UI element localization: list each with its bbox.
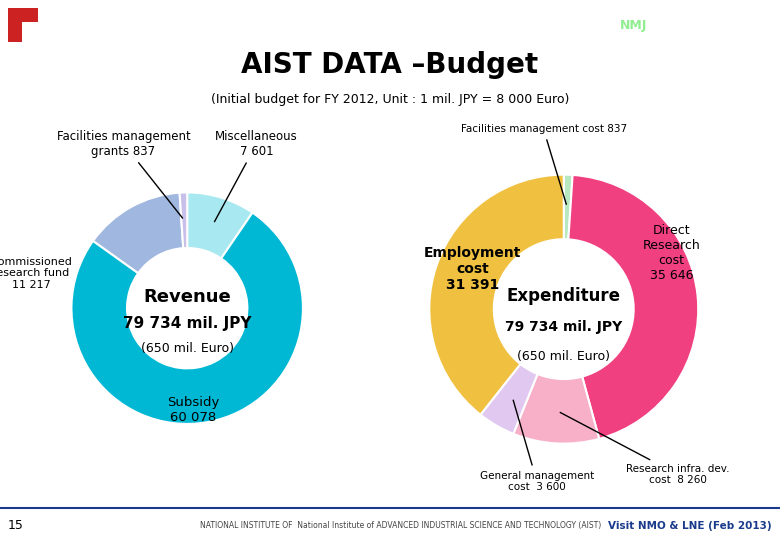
Text: Research infra. dev.
cost  8 260: Research infra. dev. cost 8 260 [560, 413, 730, 485]
Text: 15: 15 [8, 519, 24, 532]
Wedge shape [187, 192, 253, 259]
Text: Revenue: Revenue [144, 288, 231, 306]
Text: Facilities management
grants 837: Facilities management grants 837 [57, 130, 190, 218]
Text: NATIONAL INSTITUTE OF  National Institute of ADVANCED INDUSTRIAL SCIENCE AND TEC: NATIONAL INSTITUTE OF National Institute… [200, 522, 601, 530]
Wedge shape [72, 213, 303, 424]
Text: Facilities management cost 837: Facilities management cost 837 [460, 124, 626, 204]
Wedge shape [179, 192, 187, 248]
Wedge shape [569, 175, 698, 439]
Text: Commissioned
research fund
11 217: Commissioned research fund 11 217 [0, 257, 72, 290]
Text: Miscellaneous
7 601: Miscellaneous 7 601 [215, 130, 298, 222]
Wedge shape [480, 364, 537, 434]
Text: 79 734 mil. JPY: 79 734 mil. JPY [123, 316, 251, 330]
Text: General management
cost  3 600: General management cost 3 600 [480, 400, 594, 492]
Text: National Metrology Institute of Japan: National Metrology Institute of Japan [598, 20, 778, 30]
Wedge shape [429, 174, 564, 415]
Wedge shape [513, 374, 599, 443]
Text: AIST: AIST [45, 18, 84, 32]
Text: 79 734 mil. JPY: 79 734 mil. JPY [505, 320, 622, 334]
Wedge shape [564, 174, 573, 239]
Text: (650 mil. Euro): (650 mil. Euro) [140, 342, 234, 355]
Text: Expenditure: Expenditure [507, 287, 621, 305]
Text: AIST DATA –Budget: AIST DATA –Budget [242, 51, 538, 79]
Text: Direct
Research
cost
35 646: Direct Research cost 35 646 [643, 224, 700, 282]
Polygon shape [8, 8, 38, 42]
Text: (Initial budget for FY 2012, Unit : 1 mil. JPY = 8 000 Euro): (Initial budget for FY 2012, Unit : 1 mi… [211, 92, 569, 106]
Wedge shape [93, 193, 183, 273]
Text: Subsidy
60 078: Subsidy 60 078 [167, 396, 219, 424]
Text: NMJ: NMJ [620, 18, 647, 32]
Text: Visit NMO & LNE (Feb 2013): Visit NMO & LNE (Feb 2013) [608, 521, 772, 531]
Text: Employment
cost
31 391: Employment cost 31 391 [424, 246, 521, 292]
Text: (650 mil. Euro): (650 mil. Euro) [517, 350, 610, 363]
